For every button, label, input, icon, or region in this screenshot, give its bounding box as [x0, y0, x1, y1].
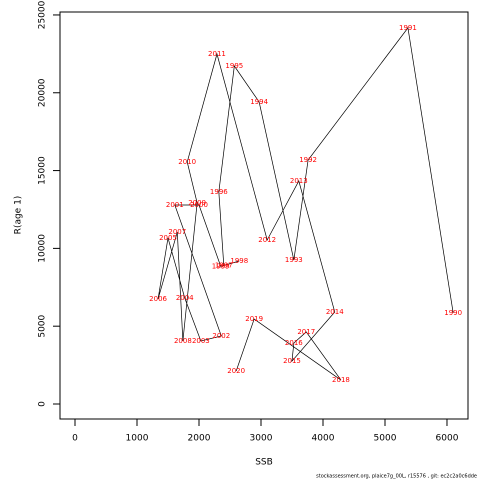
- x-tick-label: 2000: [188, 434, 211, 444]
- year-label: 2003: [192, 337, 210, 345]
- year-label: 1990: [444, 309, 462, 317]
- y-tick-label: 0: [38, 401, 48, 407]
- year-label: 1992: [299, 156, 317, 164]
- y-tick-label: 10000: [38, 234, 48, 263]
- year-label: 1993: [285, 256, 303, 264]
- year-label: 1995: [225, 62, 243, 70]
- year-label: 2009: [188, 199, 206, 207]
- year-label: 2018: [332, 376, 350, 384]
- year-label: 2008: [174, 337, 192, 345]
- x-tick-label: 0: [72, 434, 78, 444]
- year-label: 1991: [399, 24, 417, 32]
- year-label: 2007: [168, 228, 186, 236]
- plot-box: [59, 11, 469, 420]
- year-label: 1994: [250, 98, 268, 106]
- year-label: 2000: [190, 201, 208, 209]
- year-label: 2015: [283, 357, 301, 365]
- year-label: 2020: [227, 367, 245, 375]
- year-label: 2011: [208, 50, 226, 58]
- x-tick-label: 5000: [374, 434, 397, 444]
- year-label: 2005: [159, 234, 177, 242]
- year-label: 2012: [258, 236, 276, 244]
- year-label: 2001: [166, 201, 184, 209]
- year-label: 2016: [285, 339, 303, 347]
- x-tick-label: 6000: [436, 434, 459, 444]
- footer: stockassessment.org, plaice7g_00L, r1557…: [316, 474, 477, 480]
- y-axis-label: R(age 1): [14, 196, 24, 235]
- year-label: 1999: [212, 262, 230, 270]
- y-tick-label: 15000: [38, 156, 48, 185]
- year-label: 2002: [212, 332, 230, 340]
- y-tick-label: 5000: [38, 314, 48, 337]
- x-tick-label: 1000: [126, 434, 149, 444]
- year-label: 2004: [176, 294, 194, 302]
- year-label: 2019: [245, 315, 263, 323]
- year-label: 2006: [149, 295, 167, 303]
- year-label: 2017: [297, 328, 315, 336]
- x-tick-label: 3000: [250, 434, 273, 444]
- year-label: 1996: [210, 188, 228, 196]
- year-label: 1998: [230, 257, 248, 265]
- year-label: 2013: [290, 177, 308, 185]
- y-tick-label: 20000: [38, 78, 48, 107]
- y-tick-label: 25000: [38, 0, 48, 29]
- year-label: 1997: [215, 261, 233, 269]
- x-tick-label: 4000: [312, 434, 335, 444]
- year-label: 2010: [178, 158, 196, 166]
- year-label: 2014: [326, 308, 344, 316]
- x-axis-label: SSB: [255, 458, 273, 468]
- trajectory: [157, 27, 454, 381]
